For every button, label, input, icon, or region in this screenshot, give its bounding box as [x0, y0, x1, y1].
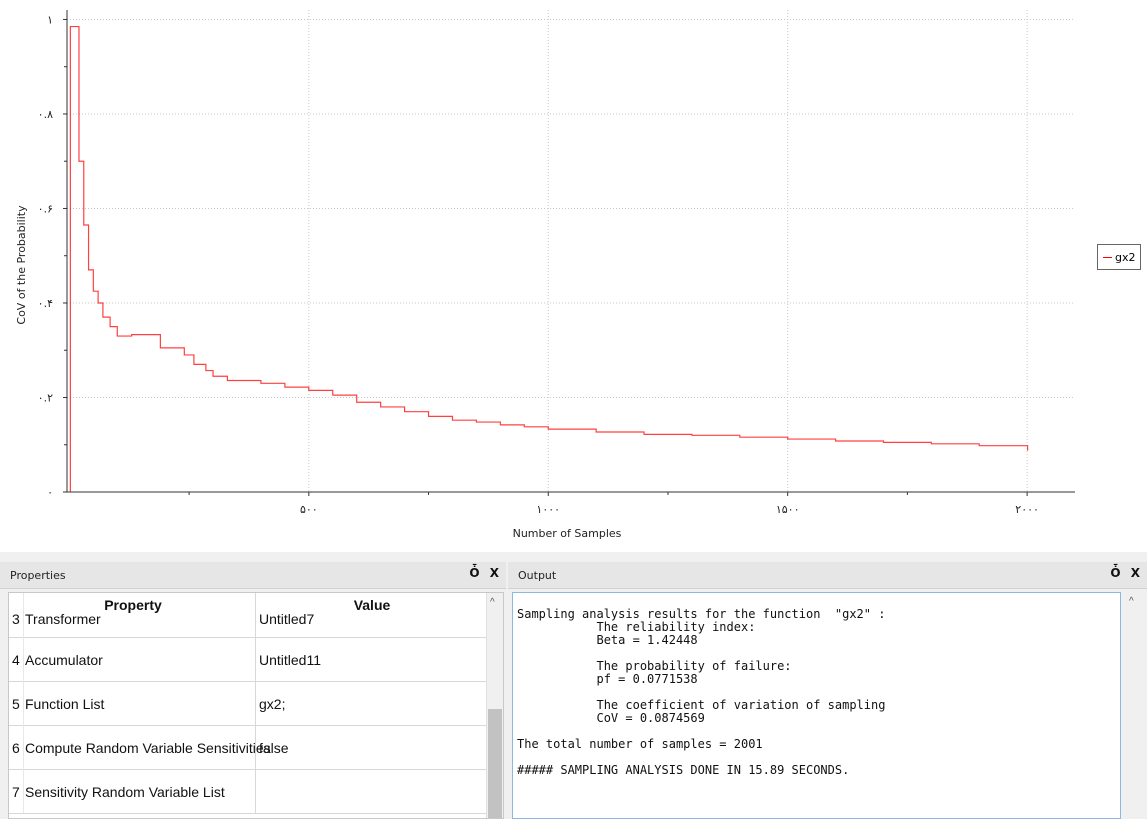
y-tick-label: ۱: [47, 13, 53, 26]
chart-series: [69, 25, 1029, 493]
property-name: Compute Random Variable Sensitivities: [25, 740, 271, 756]
output-title: Output: [518, 569, 557, 582]
output-dock-controls[interactable]: Ȱ X: [1110, 566, 1143, 580]
row-number: 5: [12, 696, 20, 712]
chart-grid: [67, 10, 1075, 492]
property-row[interactable]: 6 Compute Random Variable Sensitivities …: [9, 725, 487, 770]
property-row[interactable]: 7 Sensitivity Random Variable List: [9, 769, 487, 814]
cov-chart: ۵۰۰ ۱۰۰۰ ۱۵۰۰ ۲۰۰۰ ۰ ۰.۲ ۰.۴ ۰.۶ ۰.۸ ۱ Number of …: [15, 10, 1075, 540]
scroll-up-icon[interactable]: ^: [490, 597, 495, 608]
properties-title: Properties: [10, 569, 66, 582]
chart-axes: [66, 10, 1075, 493]
properties-table: Property Value 3 Transformer Untitled7 4…: [8, 592, 504, 819]
property-name: Transformer: [25, 611, 101, 627]
property-value[interactable]: gx2;: [259, 696, 286, 712]
property-value[interactable]: Untitled11: [259, 652, 322, 668]
chart-area: ۵۰۰ ۱۰۰۰ ۱۵۰۰ ۲۰۰۰ ۰ ۰.۲ ۰.۴ ۰.۶ ۰.۸ ۱ Number of …: [0, 0, 1147, 552]
value-column-header[interactable]: Value: [353, 597, 391, 613]
x-tick-label: ۵۰۰: [300, 503, 318, 516]
output-header: Output Ȱ X: [508, 562, 1147, 589]
property-value[interactable]: false: [259, 740, 289, 756]
property-name: Function List: [25, 696, 105, 712]
properties-header: Properties Ȱ X: [0, 562, 506, 589]
property-row[interactable]: 4 Accumulator Untitled11: [9, 637, 487, 682]
properties-dock-controls[interactable]: Ȱ X: [469, 566, 502, 580]
properties-scrollbar[interactable]: ^: [486, 593, 503, 818]
properties-table-header: Property Value: [9, 593, 487, 613]
row-number: 3: [12, 611, 20, 627]
y-tick-label: ۰.۲: [38, 391, 53, 404]
y-tick-label: ۰.۸: [38, 108, 53, 121]
x-tick-label: ۱۵۰۰: [776, 503, 800, 516]
output-console[interactable]: Sampling analysis results for the functi…: [512, 592, 1121, 819]
output-panel: Output Ȱ X Sampling analysis results for…: [508, 562, 1147, 819]
row-number: 4: [12, 652, 20, 668]
x-tick-label: ۱۰۰۰: [536, 503, 560, 516]
x-tick-label: ۲۰۰۰: [1015, 503, 1039, 516]
property-row[interactable]: 5 Function List gx2;: [9, 681, 487, 726]
row-number: 7: [12, 784, 20, 800]
legend-swatch: [1103, 256, 1112, 258]
y-tick-label: ۰.۶: [38, 202, 53, 215]
output-scrollbar[interactable]: ^: [1123, 592, 1143, 817]
y-tick-label: ۰: [47, 486, 53, 499]
y-axis-title: CoV of the Probability: [15, 205, 28, 325]
y-tick-label: ۰.۴: [38, 297, 53, 310]
property-name: Sensitivity Random Variable List: [25, 784, 225, 800]
x-axis-title: Number of Samples: [513, 527, 622, 540]
scroll-up-icon[interactable]: ^: [1129, 596, 1134, 607]
properties-scroll-thumb[interactable]: [488, 709, 502, 818]
property-value[interactable]: Untitled7: [259, 611, 315, 627]
chart-ticks: ۵۰۰ ۱۰۰۰ ۱۵۰۰ ۲۰۰۰ ۰ ۰.۲ ۰.۴ ۰.۶ ۰.۸ ۱: [38, 13, 1039, 516]
legend-label: gx2: [1115, 250, 1136, 264]
property-name: Accumulator: [25, 652, 103, 668]
property-row[interactable]: 3 Transformer Untitled7: [9, 593, 487, 638]
property-column-header[interactable]: Property: [104, 597, 162, 613]
properties-panel: Properties Ȱ X Property Value 3 Transfor…: [0, 562, 506, 819]
output-log-text: Sampling analysis results for the functi…: [517, 607, 886, 777]
row-number: 6: [12, 740, 20, 756]
series-line-gx2: [69, 25, 1029, 493]
chart-legend: gx2: [1097, 244, 1141, 270]
